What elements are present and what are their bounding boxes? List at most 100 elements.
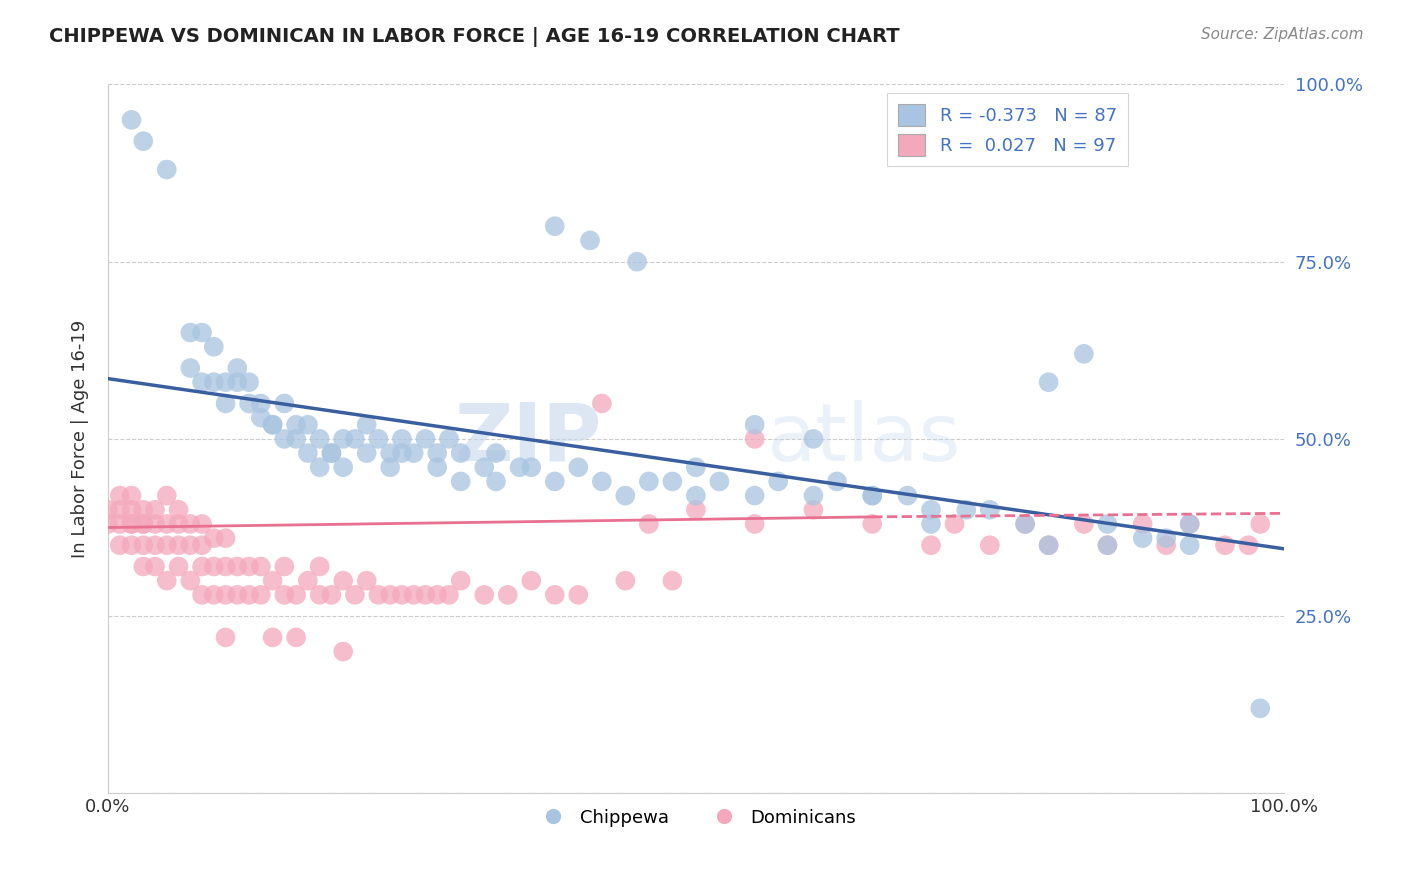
Point	[450, 574, 472, 588]
Point	[285, 588, 308, 602]
Point	[979, 503, 1001, 517]
Point	[1038, 538, 1060, 552]
Point	[803, 489, 825, 503]
Point	[214, 559, 236, 574]
Point	[391, 446, 413, 460]
Point	[238, 559, 260, 574]
Point	[803, 503, 825, 517]
Point	[896, 489, 918, 503]
Point	[766, 475, 789, 489]
Point	[544, 475, 567, 489]
Point	[437, 432, 460, 446]
Point	[308, 460, 330, 475]
Point	[391, 432, 413, 446]
Point	[661, 574, 683, 588]
Point	[380, 588, 402, 602]
Point	[744, 417, 766, 432]
Point	[591, 396, 613, 410]
Point	[167, 559, 190, 574]
Point	[380, 460, 402, 475]
Point	[132, 538, 155, 552]
Point	[332, 644, 354, 658]
Point	[661, 475, 683, 489]
Point	[285, 432, 308, 446]
Point	[156, 574, 179, 588]
Point	[450, 475, 472, 489]
Point	[1014, 516, 1036, 531]
Point	[226, 559, 249, 574]
Point	[637, 516, 659, 531]
Point	[367, 588, 389, 602]
Point	[426, 588, 449, 602]
Point	[637, 475, 659, 489]
Point	[191, 559, 214, 574]
Point	[202, 340, 225, 354]
Point	[567, 460, 589, 475]
Point	[297, 574, 319, 588]
Point	[1213, 538, 1236, 552]
Point	[1132, 516, 1154, 531]
Point	[214, 396, 236, 410]
Point	[426, 460, 449, 475]
Point	[803, 432, 825, 446]
Point	[143, 538, 166, 552]
Point	[1097, 538, 1119, 552]
Point	[262, 631, 284, 645]
Point	[238, 375, 260, 389]
Point	[226, 375, 249, 389]
Point	[332, 432, 354, 446]
Point	[685, 460, 707, 475]
Point	[214, 375, 236, 389]
Point	[321, 446, 343, 460]
Point	[437, 588, 460, 602]
Point	[1038, 538, 1060, 552]
Point	[1249, 516, 1271, 531]
Point	[685, 503, 707, 517]
Point	[520, 574, 543, 588]
Point	[167, 503, 190, 517]
Point	[262, 417, 284, 432]
Point	[860, 489, 883, 503]
Point	[297, 446, 319, 460]
Point	[191, 375, 214, 389]
Point	[450, 446, 472, 460]
Point	[1249, 701, 1271, 715]
Point	[214, 531, 236, 545]
Point	[402, 446, 425, 460]
Point	[179, 538, 201, 552]
Point	[250, 559, 273, 574]
Point	[544, 219, 567, 234]
Point	[1073, 516, 1095, 531]
Point	[485, 446, 508, 460]
Point	[273, 396, 295, 410]
Point	[356, 446, 378, 460]
Point	[472, 460, 495, 475]
Point	[191, 588, 214, 602]
Point	[591, 475, 613, 489]
Point	[156, 489, 179, 503]
Point	[508, 460, 530, 475]
Point	[415, 588, 437, 602]
Point	[132, 559, 155, 574]
Point	[943, 516, 966, 531]
Point	[496, 588, 519, 602]
Point	[297, 417, 319, 432]
Point	[1073, 347, 1095, 361]
Point	[1097, 516, 1119, 531]
Point	[332, 574, 354, 588]
Point	[250, 588, 273, 602]
Point	[380, 446, 402, 460]
Point	[121, 538, 143, 552]
Point	[202, 559, 225, 574]
Point	[202, 588, 225, 602]
Point	[156, 538, 179, 552]
Point	[579, 234, 602, 248]
Point	[108, 503, 131, 517]
Point	[214, 631, 236, 645]
Point	[97, 503, 120, 517]
Point	[191, 326, 214, 340]
Point	[356, 417, 378, 432]
Point	[626, 254, 648, 268]
Point	[250, 410, 273, 425]
Point	[285, 417, 308, 432]
